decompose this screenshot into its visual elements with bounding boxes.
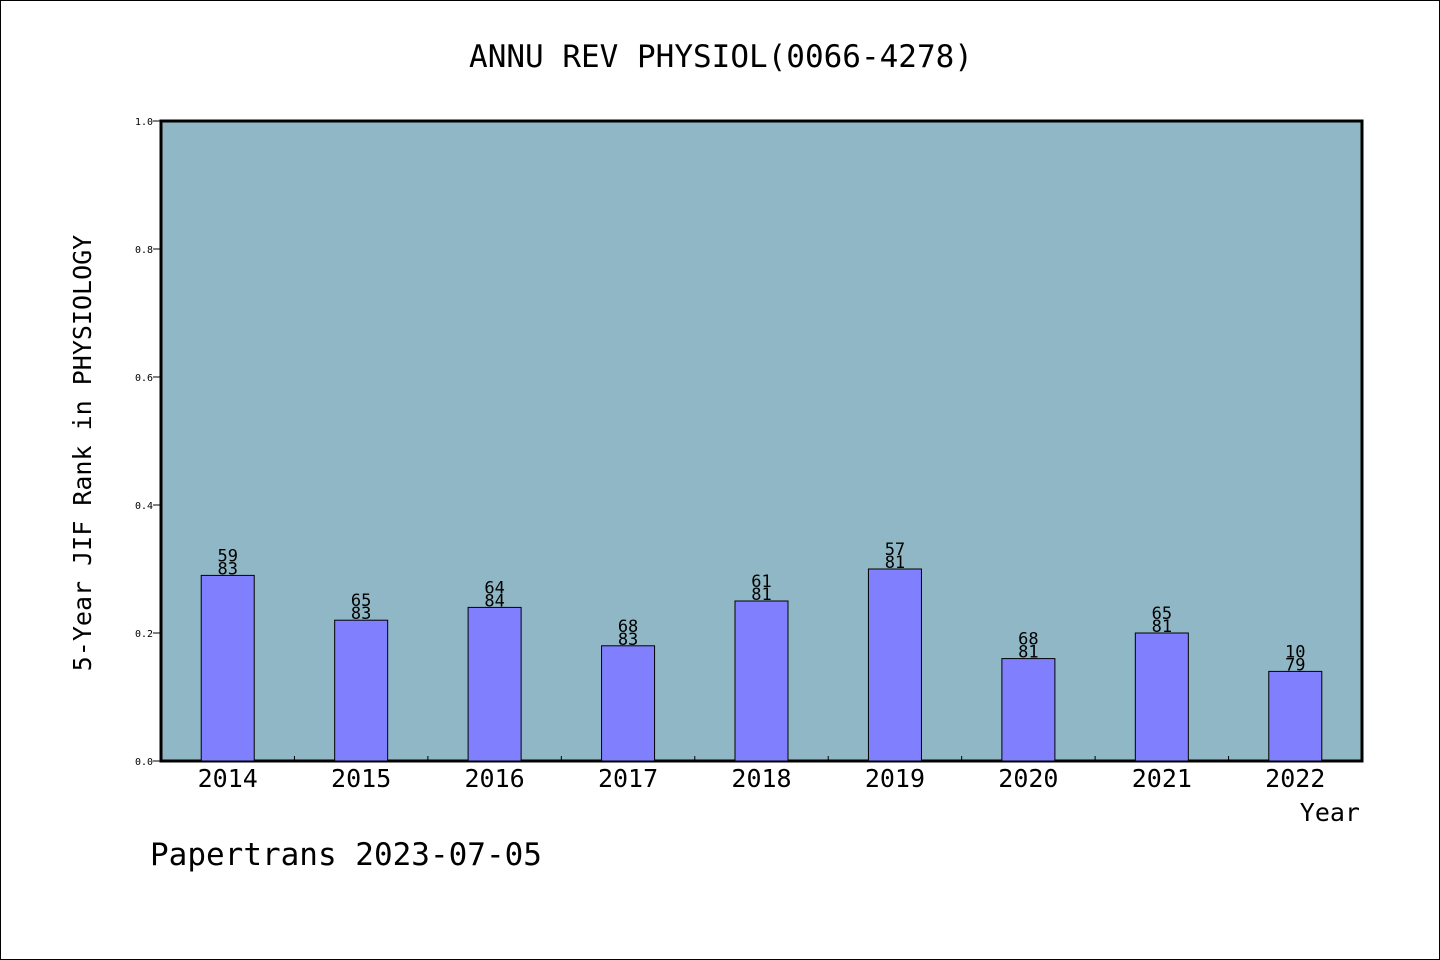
y-tick-label: 0.6 (135, 373, 153, 384)
bar-total-label: 83 (351, 604, 371, 624)
x-tick-label: 2020 (998, 764, 1058, 793)
bar-rank-label: 10 (1285, 642, 1305, 662)
y-tick-label: 0.4 (135, 501, 153, 512)
bar-total-label: 79 (1285, 655, 1305, 675)
chart-title: ANNU REV PHYSIOL(0066-4278) (469, 39, 973, 75)
x-tick-label: 2015 (331, 764, 391, 793)
x-tick-label: 2016 (465, 764, 525, 793)
x-tick-label: 2018 (731, 764, 791, 793)
bar-2021 (1134, 632, 1189, 762)
x-tick-label: 2014 (198, 764, 258, 793)
x-tick-label: 2021 (1132, 764, 1192, 793)
y-tick-label: 0.0 (135, 757, 153, 768)
bar-2022 (1268, 670, 1323, 762)
bar-rank-label: 64 (484, 578, 504, 598)
bar-total-label: 83 (217, 559, 237, 579)
bar-rank-label: 68 (618, 617, 638, 637)
bar-2019 (867, 568, 922, 762)
bar-2016 (467, 606, 522, 762)
bar-total-label: 83 (618, 630, 638, 650)
x-tick-label: 2019 (865, 764, 925, 793)
y-tick-label: 1.0 (135, 117, 153, 128)
bar-rank-label: 61 (751, 572, 771, 592)
bar-total-label: 84 (484, 591, 504, 611)
x-axis-label: Year (1300, 798, 1360, 827)
bar-total-label: 81 (1018, 643, 1038, 663)
bar-2015 (334, 619, 389, 762)
bar-2017 (601, 645, 656, 762)
bar-rank-label: 59 (217, 546, 237, 566)
x-tick-label: 2017 (598, 764, 658, 793)
bar-rank-label: 65 (1152, 604, 1172, 624)
x-axis: 2014 2015 2016 2017 2018 2019 2020 2021 2022 (198, 756, 1325, 793)
x-tick-label: 2022 (1265, 764, 1325, 793)
bar-rank-label: 68 (1018, 630, 1038, 650)
bar-2020 (1001, 658, 1056, 762)
bar-rank-label: 57 (885, 540, 905, 560)
y-axis-label: 5-Year JIF Rank in PHYSIOLOGY (68, 235, 97, 672)
bar-2018 (734, 600, 789, 762)
bar-2014 (200, 574, 255, 762)
bar-total-label: 81 (1152, 617, 1172, 637)
y-tick-label: 0.2 (135, 629, 153, 640)
bar-total-label: 81 (751, 585, 771, 605)
footer-text: Papertrans 2023-07-05 (150, 837, 542, 873)
y-axis: 0.0 0.2 0.4 0.6 0.8 1.0 (135, 117, 161, 768)
y-tick-label: 0.8 (135, 245, 153, 256)
bar-total-label: 81 (885, 553, 905, 573)
bar-rank-label: 65 (351, 591, 371, 611)
